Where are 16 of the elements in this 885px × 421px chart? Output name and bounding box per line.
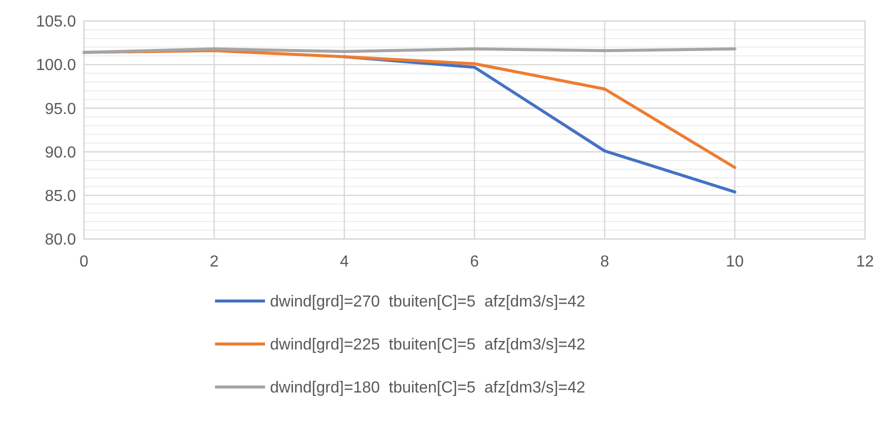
y-tick-label: 100.0 (36, 57, 76, 74)
x-tick-label: 12 (856, 254, 874, 271)
y-tick-label: 90.0 (44, 144, 76, 162)
x-tick-label: 6 (470, 254, 480, 271)
x-tick-label: 2 (210, 254, 219, 271)
x-tick-label: 10 (726, 254, 744, 271)
legend-label: dwind[grd]=225 tbuiten[C]=5 afz[dm3/s]=42 (270, 336, 586, 354)
y-tick-label: 85.0 (44, 188, 76, 205)
x-tick-label: 0 (80, 254, 89, 271)
x-tick-label: 4 (340, 254, 349, 271)
y-tick-label: 95.0 (44, 100, 76, 118)
legend-label: dwind[grd]=270 tbuiten[C]=5 afz[dm3/s]=42 (270, 294, 586, 311)
y-tick-label: 80.0 (44, 232, 76, 249)
legend-label: dwind[grd]=180 tbuiten[C]=5 afz[dm3/s]=42 (270, 380, 586, 397)
x-tick-label: 8 (600, 254, 610, 271)
y-tick-label: 105.0 (36, 14, 76, 31)
